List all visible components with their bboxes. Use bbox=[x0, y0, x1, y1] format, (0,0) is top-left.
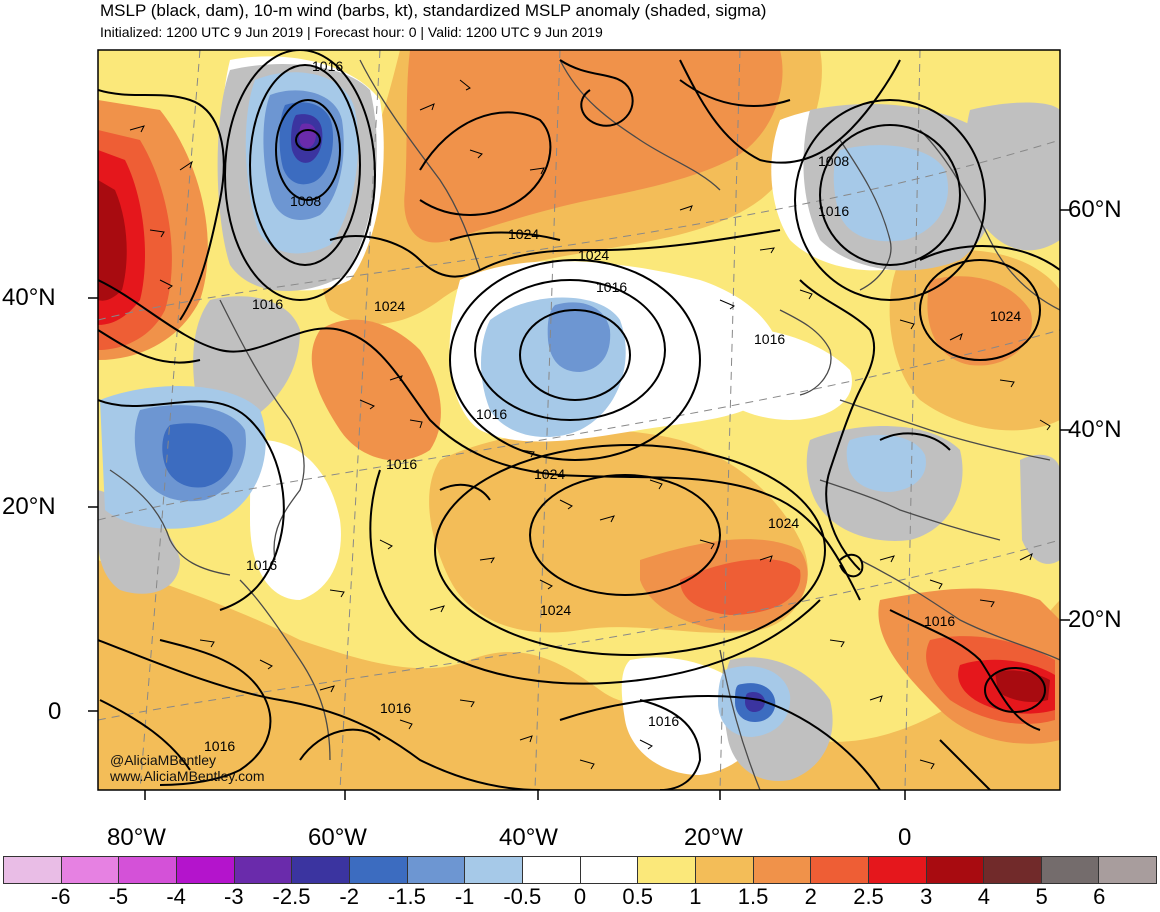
isobar-label: 1024 bbox=[768, 515, 800, 531]
colorbar-swatch bbox=[695, 857, 754, 883]
lat-label-left-0: 0 bbox=[48, 698, 62, 725]
isobar-label: 1016 bbox=[246, 557, 278, 573]
colorbar-swatch bbox=[926, 857, 985, 883]
colorbar-swatch bbox=[1099, 857, 1157, 883]
colorbar-swatch bbox=[1041, 857, 1100, 883]
isobar-label: 1024 bbox=[990, 308, 1022, 324]
isobar-label: 1016 bbox=[252, 296, 284, 312]
isobar-label: 1016 bbox=[476, 406, 508, 422]
isobar-label: 1016 bbox=[204, 738, 236, 754]
colorbar-label: 6 bbox=[1093, 884, 1106, 909]
colorbar-label: 1 bbox=[689, 884, 702, 909]
lon-label-40w: 40°W bbox=[499, 824, 558, 851]
isobar-label: 1016 bbox=[648, 713, 680, 729]
colorbar-label: 3 bbox=[920, 884, 933, 909]
colorbar-label: -3 bbox=[224, 884, 244, 909]
colorbar-swatch bbox=[4, 857, 62, 883]
wind-barbs bbox=[129, 79, 1051, 770]
colorbar-label: 5 bbox=[1035, 884, 1048, 909]
axis-ticks bbox=[88, 209, 1070, 800]
colorbar-swatch bbox=[407, 857, 466, 883]
colorbar-label: -4 bbox=[166, 884, 186, 909]
colorbar-swatch bbox=[119, 857, 177, 883]
isobar-label: 1008 bbox=[818, 153, 850, 169]
colorbar-swatch bbox=[638, 857, 696, 883]
lat-label-right-60n: 60°N bbox=[1068, 196, 1122, 223]
lon-label-0: 0 bbox=[898, 824, 912, 851]
colorbar-swatch bbox=[292, 857, 350, 883]
colorbar-label: -5 bbox=[108, 884, 129, 909]
lat-label-right-20n: 20°N bbox=[1068, 606, 1122, 633]
colorbar-swatch bbox=[465, 857, 523, 883]
isobar-label: 1016 bbox=[818, 203, 850, 219]
map-field bbox=[98, 50, 1060, 790]
colorbar bbox=[3, 856, 1157, 884]
isobar-label: 1016 bbox=[380, 700, 412, 716]
isobar-label: 1016 bbox=[924, 613, 956, 629]
lat-label-right-40n: 40°N bbox=[1068, 416, 1122, 443]
lat-label-left-20n: 20°N bbox=[2, 493, 56, 520]
isobar-label: 1024 bbox=[540, 602, 572, 618]
colorbar-swatch bbox=[176, 857, 235, 883]
isobar-label: 1016 bbox=[754, 331, 786, 347]
isobar-label: 1024 bbox=[508, 226, 540, 242]
colorbar-swatch bbox=[984, 857, 1042, 883]
colorbar-label: 1.5 bbox=[737, 884, 769, 909]
lon-label-60w: 60°W bbox=[308, 824, 367, 851]
colorbar-label: -1.5 bbox=[387, 884, 426, 909]
colorbar-swatch bbox=[811, 857, 869, 883]
isobar-label: 1016 bbox=[596, 279, 628, 295]
map-frame bbox=[97, 49, 1061, 791]
colorbar-label: 0.5 bbox=[622, 884, 653, 909]
isobar-label: 1024 bbox=[534, 466, 566, 482]
isobar-label: 1008 bbox=[290, 193, 322, 209]
colorbar-swatch bbox=[349, 857, 408, 883]
colorbar-swatch bbox=[580, 857, 639, 883]
colorbar-label: -2.5 bbox=[272, 884, 311, 909]
colorbar-label: 2 bbox=[804, 884, 817, 909]
credit-handle: @AliciaMBentley bbox=[110, 752, 217, 768]
colorbar-swatch bbox=[61, 857, 120, 883]
isobar-label: 1024 bbox=[578, 247, 610, 263]
colorbar-swatch bbox=[234, 857, 293, 883]
lon-label-20w: 20°W bbox=[684, 824, 743, 851]
lon-label-80w: 80°W bbox=[107, 824, 166, 851]
colorbar-label: -6 bbox=[50, 884, 71, 909]
isobar-label: 1016 bbox=[386, 456, 418, 472]
map-title: MSLP (black, dam), 10-m wind (barbs, kt)… bbox=[100, 1, 767, 20]
colorbar-swatch bbox=[522, 857, 581, 883]
colorbar-label: -0.5 bbox=[503, 884, 542, 909]
colorbar-swatch bbox=[753, 857, 812, 883]
isobar-label: 1024 bbox=[374, 298, 406, 314]
lat-label-left-40n: 40°N bbox=[2, 284, 56, 311]
credit-website: www.AliciaMBentley.com bbox=[110, 768, 265, 784]
colorbar-label: 4 bbox=[977, 884, 991, 909]
colorbar-swatch bbox=[868, 857, 927, 883]
isobar-label: 1016 bbox=[312, 58, 344, 74]
graticule bbox=[98, 50, 1060, 790]
colorbar-label: 2.5 bbox=[853, 884, 884, 909]
colorbar-label: -2 bbox=[339, 884, 359, 909]
colorbar-label: -1 bbox=[454, 884, 475, 909]
colorbar-label: 0 bbox=[573, 884, 587, 909]
map-subtitle: Initialized: 1200 UTC 9 Jun 2019 | Forec… bbox=[100, 24, 603, 40]
isobars bbox=[98, 50, 1060, 790]
